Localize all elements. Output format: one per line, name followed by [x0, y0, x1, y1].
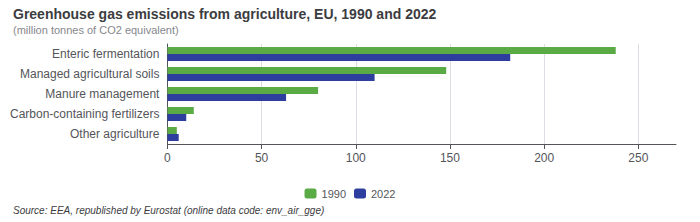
svg-text:Manure management: Manure management	[45, 87, 160, 101]
svg-text:200: 200	[534, 151, 554, 165]
svg-text:Other agriculture: Other agriculture	[70, 127, 160, 141]
svg-text:100: 100	[346, 151, 366, 165]
svg-text:(million tonnes of CO2 equival: (million tonnes of CO2 equivalent)	[13, 24, 179, 36]
svg-text:Carbon-containing fertilizers: Carbon-containing fertilizers	[10, 107, 159, 121]
svg-text:Source: EEA, republished by Eu: Source: EEA, republished by Eurostat (on…	[13, 205, 324, 216]
svg-text:1990: 1990	[322, 188, 346, 200]
svg-text:250: 250	[628, 151, 648, 165]
svg-text:150: 150	[440, 151, 460, 165]
svg-text:Greenhouse gas emissions from: Greenhouse gas emissions from agricultur…	[13, 6, 436, 22]
svg-text:2022: 2022	[371, 188, 395, 200]
svg-text:Enteric fermentation: Enteric fermentation	[52, 47, 159, 61]
svg-text:0: 0	[164, 151, 171, 165]
svg-text:50: 50	[255, 151, 269, 165]
svg-text:Managed agricultural soils: Managed agricultural soils	[20, 67, 159, 81]
